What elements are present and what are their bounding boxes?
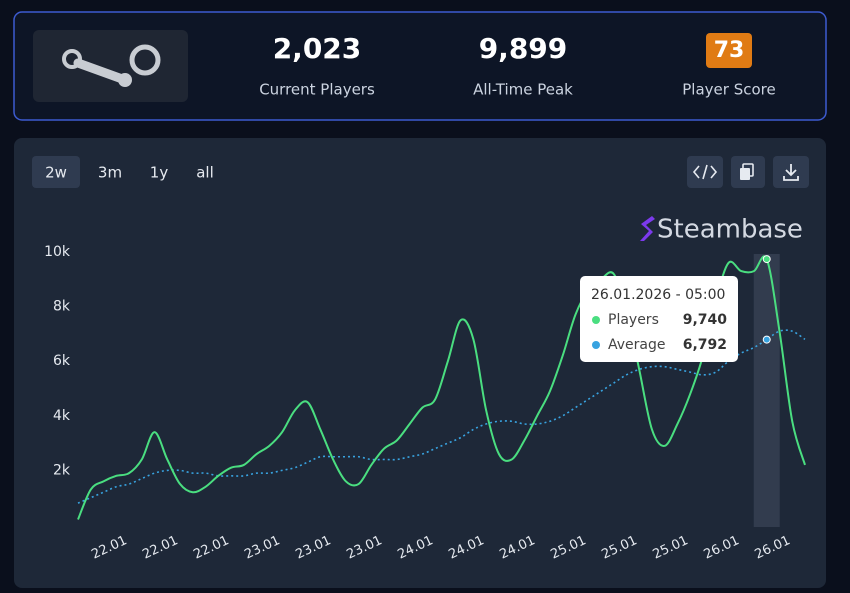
tooltip-value: 6,792 (683, 337, 727, 353)
tooltip-legend-dot (592, 341, 600, 349)
stat-label: Current Players (259, 81, 375, 99)
y-tick-label: 4k (53, 408, 71, 424)
chart-panel (14, 138, 826, 588)
stat-value: 9,899 (479, 32, 568, 65)
stat-value: 2,023 (273, 32, 362, 65)
copy-button[interactable] (731, 156, 765, 188)
range-button[interactable]: 1y (150, 164, 169, 182)
tooltip-title: 26.01.2026 - 05:00 (591, 287, 725, 303)
range-button[interactable]: 3m (98, 164, 122, 182)
series-line (77, 329, 806, 504)
range-button[interactable]: 2w (45, 164, 67, 182)
range-button[interactable]: all (196, 164, 214, 182)
hover-point (762, 335, 771, 344)
watermark: Steambase (657, 215, 803, 245)
tooltip: 26.01.2026 - 05:00 Players 9,740 Average… (580, 276, 738, 362)
embed-button[interactable] (687, 156, 723, 188)
tooltip-series-name: Players (608, 312, 659, 328)
series-line (77, 255, 806, 520)
hover-band (753, 254, 780, 527)
tooltip-legend-dot (592, 316, 600, 324)
y-tick-label: 10k (44, 244, 71, 260)
tooltip-value: 9,740 (683, 312, 728, 328)
stat-value: 73 (714, 38, 745, 63)
hover-point (762, 255, 771, 264)
stats-card (13, 11, 827, 121)
score-badge (706, 33, 752, 68)
download-button[interactable] (773, 156, 809, 188)
y-tick-label: 2k (53, 462, 71, 478)
stat-label: Player Score (682, 81, 775, 99)
range-button-active[interactable] (32, 156, 80, 188)
watermark-icon (640, 216, 655, 241)
steam-logo (33, 30, 188, 102)
tooltip-series-name: Average (608, 337, 666, 353)
y-tick-label: 8k (53, 299, 71, 315)
y-tick-label: 6k (53, 353, 71, 369)
stat-label: All-Time Peak (473, 81, 573, 99)
